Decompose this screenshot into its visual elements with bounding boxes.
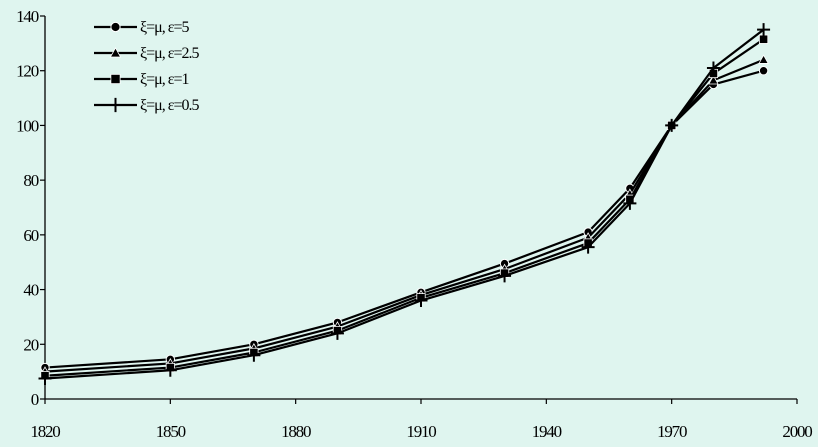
y-tick-label: 140 bbox=[16, 7, 39, 26]
x-tick-label: 1910 bbox=[406, 422, 436, 441]
series-line bbox=[44, 69, 764, 369]
x-tick-label: 1970 bbox=[657, 422, 687, 441]
data-point-triangle bbox=[758, 54, 769, 64]
data-point-plus bbox=[581, 240, 595, 254]
x-tick-label: 2000 bbox=[782, 422, 812, 441]
y-tick-label: 60 bbox=[23, 226, 38, 245]
data-point-plus bbox=[330, 326, 344, 340]
x-tick-label: 1880 bbox=[281, 422, 311, 441]
data-point-plus bbox=[757, 23, 771, 37]
legend-label: ξ=μ, ε=1 bbox=[140, 71, 189, 88]
legend: ξ=μ, ε=5 ξ=μ, ε=2.5 ξ=μ, ε=1 ξ=μ, ε=0.5 bbox=[94, 19, 200, 114]
data-point-plus bbox=[498, 269, 512, 283]
x-tick-label: 1850 bbox=[156, 422, 186, 441]
data-point-plus bbox=[38, 371, 52, 385]
legend-item: ξ=μ, ε=1 bbox=[94, 71, 190, 88]
series-layer bbox=[38, 23, 771, 385]
legend-marker-circle bbox=[110, 21, 121, 33]
y-tick-label: 120 bbox=[16, 62, 39, 81]
legend-marker-triangle bbox=[109, 47, 122, 58]
data-point-square bbox=[758, 34, 769, 44]
legend-label: ξ=μ, ε=2.5 bbox=[140, 45, 199, 62]
y-tick-label: 100 bbox=[16, 116, 39, 135]
legend-item: ξ=μ, ε=2.5 bbox=[94, 45, 200, 62]
legend-marker-plus bbox=[108, 97, 123, 113]
data-point-plus bbox=[623, 196, 637, 210]
legend-label: ξ=μ, ε=5 bbox=[140, 19, 189, 36]
data-point-plus bbox=[706, 61, 720, 75]
data-point-triangle bbox=[708, 74, 719, 85]
y-tick-label: 0 bbox=[31, 390, 39, 409]
data-point-plus bbox=[163, 363, 177, 377]
series-line bbox=[44, 38, 765, 377]
series-4 bbox=[38, 23, 771, 385]
y-tick-label: 40 bbox=[23, 281, 38, 300]
legend-item: ξ=μ, ε=0.5 bbox=[94, 97, 200, 114]
legend-item: ξ=μ, ε=5 bbox=[94, 19, 190, 36]
x-tick-label: 1820 bbox=[30, 422, 60, 441]
data-point-circle bbox=[758, 66, 769, 76]
y-tick-label: 80 bbox=[23, 171, 38, 190]
data-point-plus bbox=[247, 348, 261, 362]
data-point-plus bbox=[665, 118, 679, 132]
x-tick-label: 1940 bbox=[532, 422, 562, 441]
legend-label: ξ=μ, ε=0.5 bbox=[140, 97, 199, 114]
y-tick-label: 20 bbox=[23, 335, 38, 354]
legend-marker-square bbox=[110, 73, 121, 85]
axes: 0 20 40 60 80 100 120 140 1820 1850 1880 1910 1940 19… bbox=[16, 7, 813, 441]
data-point-plus bbox=[414, 294, 428, 308]
